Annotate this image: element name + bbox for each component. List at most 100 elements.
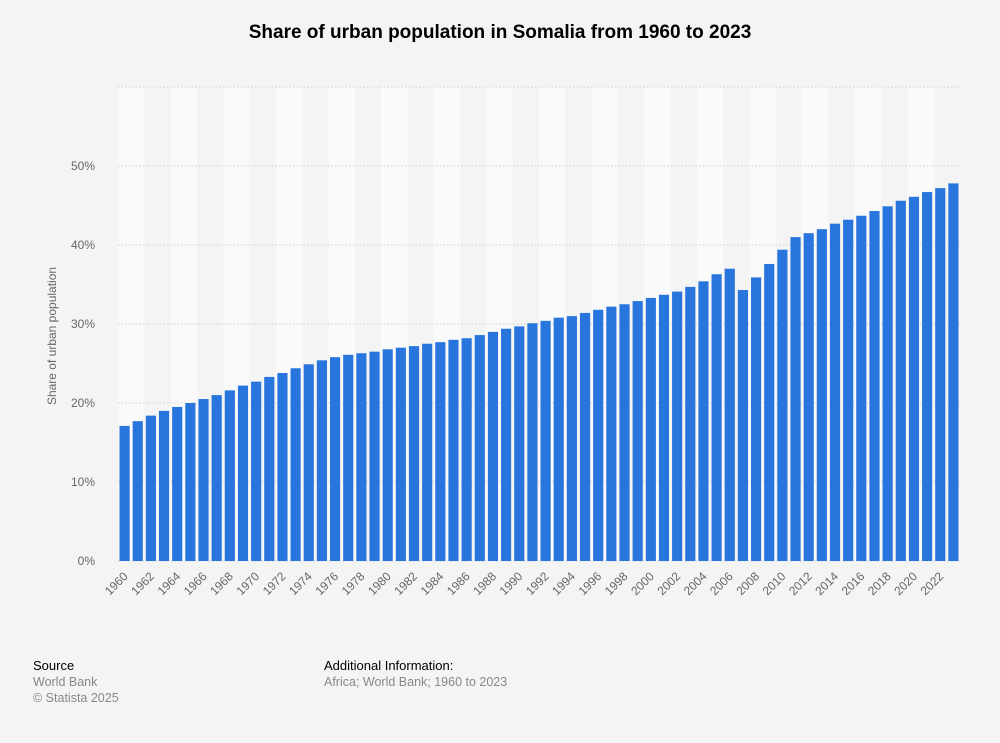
bar-2019 <box>895 200 906 561</box>
bar-1971 <box>264 376 275 561</box>
x-tick-label: 1968 <box>207 569 236 598</box>
bar-1968 <box>224 390 235 561</box>
x-tick-label: 1978 <box>339 569 368 598</box>
x-tick-label: 2008 <box>733 569 762 598</box>
x-tick-label: 1976 <box>312 569 341 598</box>
bar-2001 <box>658 294 670 561</box>
x-tick-label: 1988 <box>470 569 499 598</box>
x-tick-label: 2022 <box>918 569 947 598</box>
x-tick-label: 2016 <box>839 569 868 598</box>
bar-1989 <box>501 328 512 561</box>
x-tick-label: 2004 <box>681 569 710 598</box>
bar-2008 <box>751 277 762 561</box>
bar-2005 <box>711 274 722 561</box>
bar-2010 <box>777 249 788 562</box>
bar-1996 <box>593 309 604 561</box>
x-tick-label: 1986 <box>444 569 473 598</box>
source-block: Source World Bank © Statista 2025 <box>33 658 119 706</box>
bar-2017 <box>869 211 880 561</box>
x-tick-label: 1964 <box>155 569 184 598</box>
bar-2007 <box>737 290 748 561</box>
bar-1997 <box>606 306 617 561</box>
bar-1977 <box>343 354 354 561</box>
bar-1985 <box>448 339 459 561</box>
copyright-text: © Statista 2025 <box>33 691 119 705</box>
additional-info-block: Additional Information: Africa; World Ba… <box>324 658 507 690</box>
x-tick-label: 1982 <box>391 569 420 598</box>
bar-1983 <box>422 343 433 561</box>
bar-1984 <box>435 342 446 561</box>
x-tick-label: 1966 <box>181 569 210 598</box>
bar-1981 <box>395 347 406 561</box>
bar-2009 <box>764 263 775 561</box>
chart-title: Share of urban population in Somalia fro… <box>248 22 752 43</box>
x-tick-label: 2000 <box>628 569 657 598</box>
bar-1990 <box>514 326 525 561</box>
source-text: World Bank <box>33 675 98 689</box>
bar-1994 <box>566 316 577 561</box>
bar-1988 <box>487 331 499 561</box>
bar-1995 <box>579 312 591 561</box>
info-heading: Additional Information: <box>324 658 454 673</box>
x-tick-label: 1980 <box>365 569 394 598</box>
bar-2003 <box>685 286 696 561</box>
bar-1980 <box>382 349 393 561</box>
bar-1978 <box>356 353 367 561</box>
y-tick-label: 40% <box>71 238 95 252</box>
x-tick-label: 1984 <box>418 569 447 598</box>
bar-1982 <box>408 346 420 561</box>
source-heading: Source <box>33 658 75 673</box>
bar-1979 <box>369 351 380 561</box>
bar-2015 <box>843 219 854 561</box>
bar-1976 <box>330 357 341 561</box>
bar-2012 <box>803 233 814 561</box>
bar-chart: 0%10%20%30%40%50%19601962196419661968197… <box>45 86 960 598</box>
x-tick-label: 1960 <box>102 569 131 598</box>
x-tick-label: 2014 <box>812 569 841 598</box>
bar-1965 <box>185 403 196 561</box>
bar-2020 <box>908 196 920 561</box>
x-tick-label: 1990 <box>497 569 526 598</box>
bar-1998 <box>619 304 630 561</box>
bar-2021 <box>922 192 933 561</box>
bar-1991 <box>527 323 538 561</box>
x-tick-label: 1992 <box>523 569 552 598</box>
x-tick-label: 1972 <box>260 569 289 598</box>
x-tick-label: 1996 <box>576 569 605 598</box>
y-tick-label: 30% <box>71 317 95 331</box>
bar-1992 <box>540 320 551 561</box>
bar-1993 <box>553 317 564 561</box>
bar-1960 <box>119 425 130 561</box>
bar-1966 <box>198 399 209 561</box>
info-text: Africa; World Bank; 1960 to 2023 <box>324 675 508 689</box>
bar-1962 <box>145 415 156 561</box>
bar-1999 <box>632 301 643 561</box>
bar-2022 <box>935 188 946 561</box>
y-tick-label: 20% <box>71 396 95 410</box>
bar-2018 <box>882 206 893 562</box>
bar-1972 <box>277 372 288 561</box>
bar-2002 <box>672 291 683 561</box>
bar-1973 <box>290 368 301 561</box>
bar-1975 <box>316 360 327 561</box>
bar-2004 <box>698 281 709 561</box>
bar-1986 <box>461 338 472 561</box>
x-tick-label: 2012 <box>786 569 815 598</box>
x-tick-label: 1970 <box>233 569 262 598</box>
x-tick-label: 1974 <box>286 569 315 598</box>
x-tick-label: 2002 <box>654 569 683 598</box>
bar-2006 <box>724 268 735 561</box>
bar-1963 <box>158 410 170 561</box>
x-tick-label: 1962 <box>128 569 157 598</box>
bar-1969 <box>237 385 249 561</box>
bar-1970 <box>251 381 262 561</box>
x-tick-label: 2018 <box>865 569 894 598</box>
y-tick-label: 10% <box>71 475 95 489</box>
x-tick-label: 2020 <box>891 569 920 598</box>
bar-2023 <box>948 183 959 561</box>
bar-2013 <box>816 229 827 561</box>
x-tick-label: 1994 <box>549 569 578 598</box>
bar-2014 <box>829 223 841 562</box>
bar-1967 <box>211 395 222 561</box>
bar-2011 <box>790 237 801 561</box>
